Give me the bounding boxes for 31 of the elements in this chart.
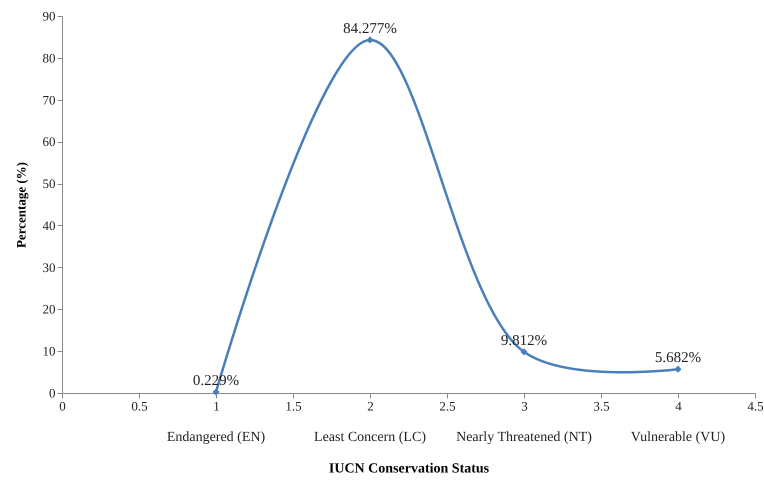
x-tick-label: 4 (675, 398, 682, 414)
x-tick-label: 4.5 (747, 398, 764, 414)
text: Nearly Threatened (NT) (456, 430, 592, 445)
x-tick-label: 1 (213, 398, 220, 414)
y-tick-label: 90 (42, 8, 56, 24)
data-label: 5.682% (654, 350, 702, 366)
text: Least Concern (LC) (314, 430, 426, 445)
y-tick-label: 20 (42, 302, 56, 317)
point (212, 388, 220, 396)
y-tick-label: 30 (42, 260, 56, 275)
text: Vulnerable (VU) (630, 430, 726, 445)
x-axis-title: IUCN Conservation Status (328, 462, 490, 476)
data-label: 84.277% (343, 20, 397, 37)
y-tick-label: 50 (42, 176, 56, 192)
point (674, 366, 682, 373)
x-tick-label: 3.5 (593, 398, 610, 414)
y-tick-label: 60 (42, 134, 56, 150)
y-tick-label: 70 (42, 92, 56, 108)
x-tick-label: 0.5 (131, 398, 148, 414)
x-tick-label: 1.5 (285, 398, 302, 414)
y-axis-title: Percentage (%) (14, 162, 28, 248)
x-tick-label: 2.5 (439, 398, 456, 414)
x-tick-label: 0 (59, 398, 66, 414)
y-tick-label: 10 (42, 344, 56, 359)
point (520, 348, 528, 356)
x-tick-label: 3 (521, 398, 528, 414)
y-tick-label: 80 (42, 50, 56, 66)
text: Endangered (EN) (166, 430, 266, 445)
y-tick-label: 40 (42, 218, 56, 233)
x-tick-label: 2 (367, 398, 374, 414)
y-tick-label: 0 (49, 386, 56, 400)
